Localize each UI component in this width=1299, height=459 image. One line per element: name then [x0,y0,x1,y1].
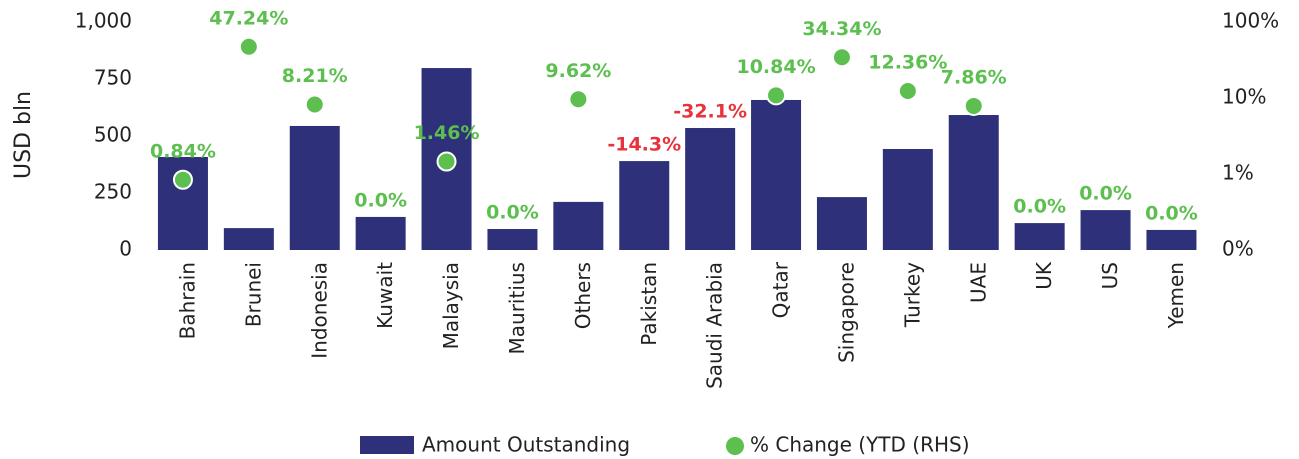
x-tick-label: Qatar [769,261,793,318]
data-label: -32.1% [673,101,747,123]
data-label: 0.0% [1145,202,1198,224]
legend-label: % Change (YTD (RHS) [750,433,970,457]
bar [816,197,867,250]
point [172,169,193,190]
bar [1014,223,1065,250]
point [304,94,325,115]
x-tick-label: US [1098,262,1122,289]
bar [1146,229,1197,250]
data-label: 8.21% [282,65,348,87]
x-tick-label: Bahrain [175,262,199,339]
bar [289,125,340,250]
x-tick-label: Saudi Arabia [703,262,727,389]
data-label: 7.86% [941,66,1007,88]
data-label: -14.3% [607,134,681,156]
data-label: 34.34% [802,18,881,40]
data-label: 0.0% [486,202,539,224]
point [568,89,589,110]
legend-swatch [360,436,414,454]
bar [948,115,999,250]
y-tick-label: 500 [94,123,132,147]
y-tick-label: 750 [94,66,132,90]
y2-tick-label: 100% [1222,9,1279,33]
data-label: 0.84% [150,140,216,162]
point [831,47,852,68]
data-label: 10.84% [736,56,815,78]
data-label: 12.36% [868,52,947,74]
x-tick-label: Pakistan [637,262,661,346]
point [963,95,984,116]
y-axis-label: USD bln [11,91,36,179]
x-tick-label: UAE [966,262,990,303]
data-label: 47.24% [209,7,288,29]
data-label: 0.0% [354,189,407,211]
x-tick-label: Brunei [241,262,265,327]
y2-tick-label: 1% [1222,161,1254,185]
point [238,36,259,57]
x-tick-label: Singapore [834,262,858,363]
y2-tick-label: 0% [1222,237,1254,261]
legend-swatch [726,437,744,455]
bar [487,229,538,250]
x-tick-label: Kuwait [373,262,397,329]
x-tick-label: Turkey [900,262,924,328]
bar [882,148,933,250]
data-label: 1.46% [414,122,480,144]
bar [751,99,802,250]
x-tick-label: Indonesia [307,262,331,359]
x-tick-label: Malaysia [439,262,463,349]
y-tick-label: 0 [119,237,132,261]
data-label: 0.0% [1079,183,1132,205]
x-tick-label: Others [571,262,595,329]
x-tick-label: Mauritius [505,262,529,354]
y2-tick-label: 10% [1222,85,1266,109]
bar [553,201,604,250]
data-label: 0.0% [1013,196,1066,218]
y-tick-label: 250 [94,180,132,204]
bar [619,161,670,250]
x-tick-label: UK [1032,261,1056,290]
y-tick-label: 1,000 [75,9,132,33]
point [897,81,918,102]
point [766,85,787,106]
data-label: 9.62% [545,60,611,82]
point [436,151,457,172]
x-tick-label: Yemen [1164,262,1188,329]
bar [1080,210,1131,250]
legend-label: Amount Outstanding [422,433,630,457]
bar [355,216,406,250]
bar [685,128,736,250]
bar [223,228,274,250]
